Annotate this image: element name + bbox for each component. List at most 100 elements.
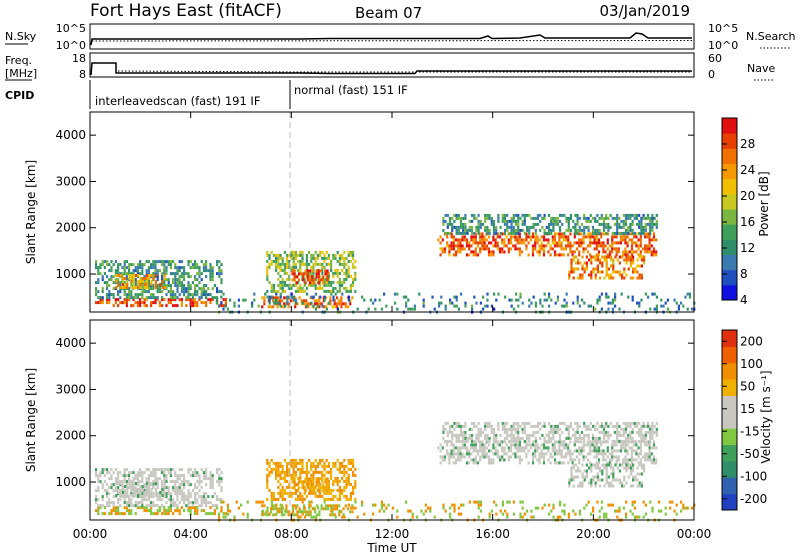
scatter-pixel — [550, 231, 553, 235]
scatter-pixel — [552, 228, 555, 232]
scatter-pixel — [99, 272, 102, 276]
scatter-pixel — [624, 424, 628, 428]
scatter-pixel — [344, 504, 347, 508]
scatter-pixel — [205, 290, 208, 294]
scatter-pixel — [595, 247, 598, 251]
scatter-pixel — [286, 262, 289, 266]
scatter-pixel — [627, 295, 630, 299]
scatter-pixel — [550, 228, 553, 232]
scatter-pixel — [662, 304, 665, 308]
scatter-pixel — [629, 421, 632, 425]
scatter-pixel — [499, 439, 502, 443]
scatter-pixel — [216, 272, 219, 276]
scatter-pixel — [572, 267, 575, 271]
scatter-pixel — [103, 260, 106, 264]
scatter-pixel — [486, 292, 489, 296]
scatter-pixel — [598, 231, 601, 235]
scatter-pixel — [492, 250, 495, 254]
scatter-pixel — [528, 225, 531, 229]
scatter-pixel — [605, 270, 608, 274]
scatter-pixel — [196, 501, 199, 505]
scatter-pixel — [338, 485, 341, 489]
scatter-pixel — [487, 241, 491, 245]
scatter-pixel — [163, 272, 166, 276]
scatter-pixel — [187, 498, 190, 502]
scatter-pixel — [202, 474, 205, 478]
scatter-pixel — [486, 436, 489, 440]
scatter-pixel — [263, 299, 266, 303]
scatter-pixel — [627, 258, 630, 262]
colorbar-segment — [722, 493, 737, 511]
scatter-pixel — [99, 296, 102, 300]
scatter-pixel — [631, 231, 634, 235]
scatter-pixel — [135, 274, 138, 277]
scatter-pixel — [462, 225, 465, 229]
scatter-pixel — [323, 283, 326, 287]
scatter-pixel — [452, 238, 455, 242]
scatter-pixel — [547, 228, 551, 232]
scatter-pixel — [485, 247, 488, 251]
scatter-pixel — [178, 483, 181, 487]
scatter-pixel — [639, 443, 642, 447]
scatter-pixel — [440, 301, 443, 305]
scatter-pixel — [275, 262, 278, 266]
scatter-pixel — [570, 270, 573, 274]
scatter-pixel — [578, 244, 581, 248]
scatter-pixel — [145, 480, 148, 484]
scatter-pixel — [635, 421, 639, 425]
scatter-pixel — [292, 295, 295, 299]
colorbar-segment — [722, 460, 737, 478]
scatter-pixel — [481, 455, 484, 459]
scatter-pixel — [578, 509, 581, 513]
scatter-pixel — [319, 250, 322, 254]
scatter-pixel — [549, 247, 552, 251]
scatter-pixel — [490, 458, 493, 462]
scatter-pixel — [312, 271, 315, 275]
scatter-pixel — [196, 492, 199, 496]
scatter-pixel — [183, 474, 186, 478]
scatter-pixel — [268, 280, 271, 284]
scatter-pixel — [468, 219, 471, 223]
scatter-pixel — [130, 304, 133, 308]
scatter-pixel — [630, 244, 634, 248]
scatter-pixel — [334, 515, 337, 519]
scatter-pixel — [319, 274, 322, 278]
scatter-pixel — [503, 458, 506, 462]
scatter-pixel — [590, 273, 593, 277]
scatter-pixel — [578, 228, 581, 232]
scatter-pixel — [556, 440, 559, 444]
scatter-pixel — [110, 509, 113, 513]
scatter-pixel — [651, 509, 654, 513]
scatter-pixel — [322, 489, 325, 493]
scatter-pixel — [570, 469, 573, 473]
scatter-pixel — [187, 480, 190, 484]
scatter-pixel — [343, 271, 346, 275]
scatter-pixel — [332, 464, 335, 468]
scatter-pixel — [178, 278, 181, 282]
scatter-pixel — [143, 509, 146, 513]
scatter-pixel — [457, 238, 460, 242]
scatter-pixel — [268, 256, 271, 260]
scatter-pixel — [253, 298, 256, 302]
scatter-pixel — [627, 466, 630, 470]
scatter-pixel — [624, 458, 627, 462]
scatter-pixel — [477, 421, 480, 425]
scatter-pixel — [569, 247, 572, 251]
scatter-pixel — [216, 296, 219, 300]
scatter-pixel — [613, 449, 616, 453]
scatter-pixel — [290, 491, 293, 495]
scatter-pixel — [156, 492, 159, 496]
scatter-pixel — [211, 495, 214, 499]
scatter-pixel — [185, 304, 188, 308]
scatter-pixel — [303, 497, 306, 501]
scatter-pixel — [548, 292, 551, 296]
scatter-pixel — [246, 512, 249, 516]
scatter-pixel — [532, 515, 535, 519]
scatter-pixel — [125, 298, 128, 302]
scatter-pixel — [450, 241, 453, 245]
scatter-pixel — [464, 213, 467, 217]
scatter-pixel — [638, 255, 641, 259]
power-y-axis-label: Slant Range [km] — [24, 160, 38, 264]
scatter-pixel — [572, 258, 575, 262]
scatter-pixel — [563, 213, 566, 217]
